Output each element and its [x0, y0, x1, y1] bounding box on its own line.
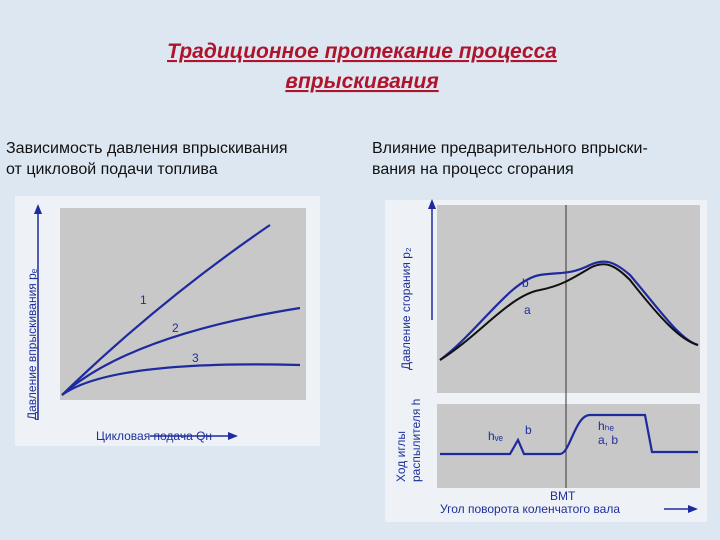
needle-lift	[440, 413, 698, 456]
plot-area	[437, 205, 700, 393]
y-label: Давление сгорания p₂	[399, 247, 413, 370]
left-figure: 1 2 3 Давление впрыскивания pₑ Цикловая …	[15, 196, 320, 446]
curve	[439, 263, 699, 361]
title: Традиционное протекание процесса	[167, 40, 557, 63]
arrow	[34, 204, 42, 214]
caption: от цикловой подачи топлива	[6, 161, 218, 178]
label: hᵥₑ	[488, 429, 504, 443]
curve-label: 1	[140, 293, 147, 307]
label: a, b	[598, 433, 618, 447]
curve-label: b	[522, 276, 529, 290]
y-label: Давление впрыскивания pₑ	[25, 268, 39, 420]
arrow	[688, 505, 698, 513]
caption: Зависимость давления впрыскивания	[6, 140, 288, 157]
tdc-label: ВМТ	[550, 489, 576, 503]
label: hₕₑ	[598, 419, 615, 433]
y-label: Ход иглы	[394, 431, 408, 482]
label: b	[525, 423, 532, 437]
curve-label: 3	[192, 351, 199, 365]
curve	[439, 260, 699, 361]
curve	[61, 363, 301, 396]
x-label: Цикловая подача Qн	[96, 429, 212, 443]
x-label: Угол поворота коленчатого вала	[440, 502, 620, 516]
caption: Влияние предварительного впрыски-	[372, 140, 648, 157]
curve	[61, 306, 301, 396]
caption: вания на процесс сгорания	[372, 161, 574, 178]
arrow	[228, 432, 238, 440]
curve-label: 2	[172, 321, 179, 335]
arrow	[428, 199, 436, 209]
title: впрыскивания	[285, 70, 438, 93]
curve	[61, 224, 271, 396]
right-figure: b a hᵥₑ b hₕₑ a, b ВМТ Угол поворота кол…	[385, 199, 707, 522]
y-label: распылителя h	[409, 399, 423, 482]
curve-label: a	[524, 303, 531, 317]
